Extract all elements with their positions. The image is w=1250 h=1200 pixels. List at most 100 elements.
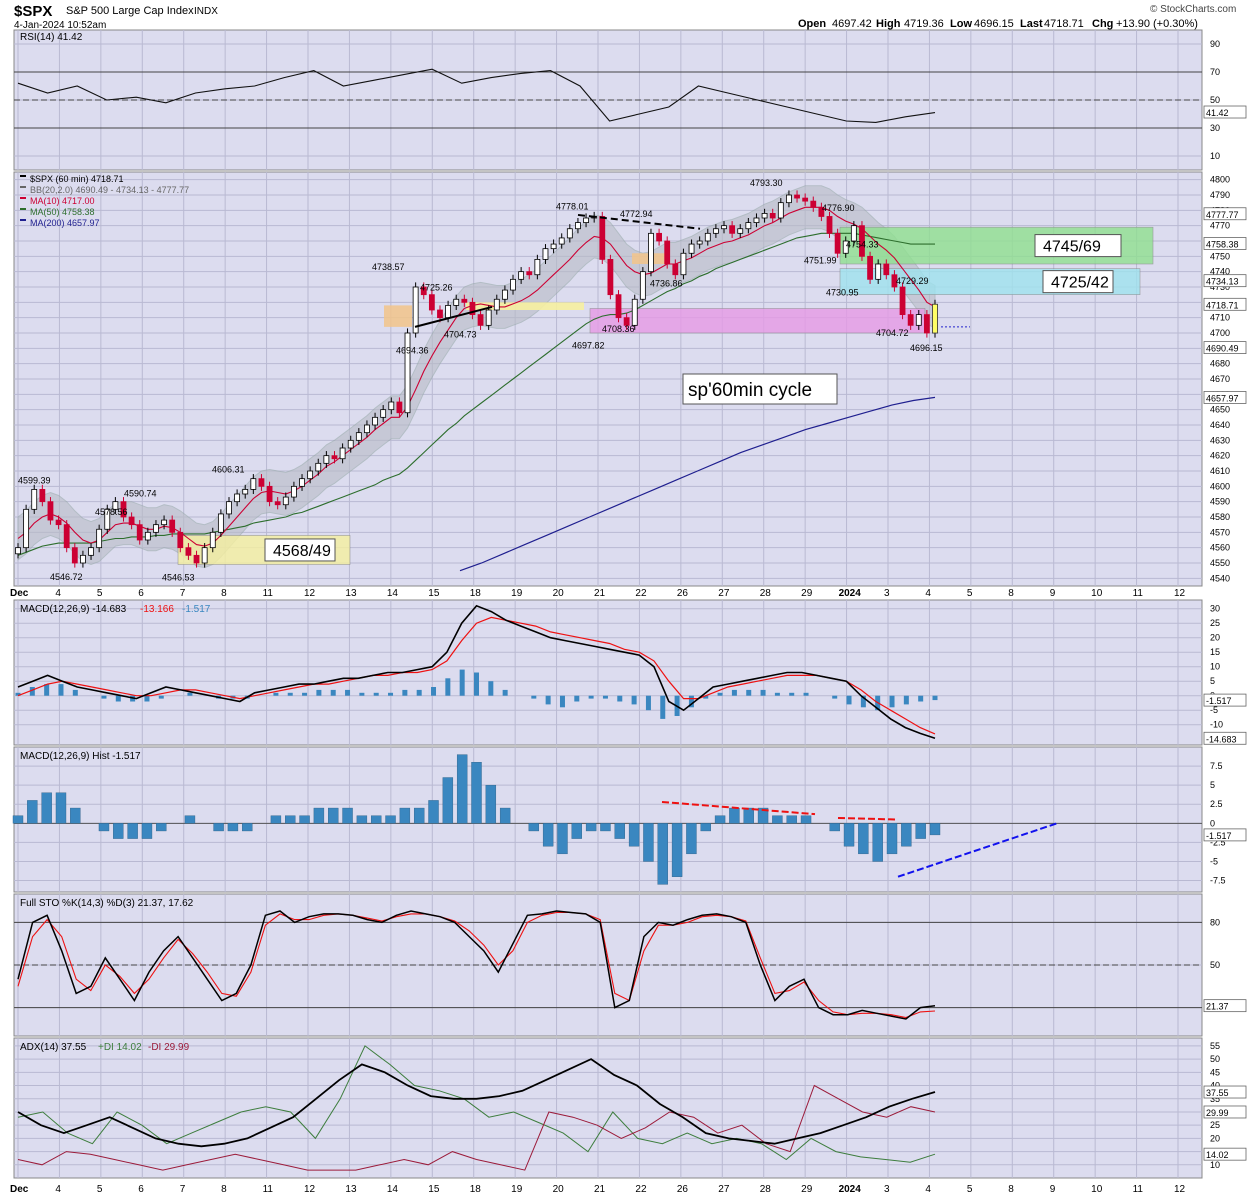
x-tick-label: 18	[470, 1184, 482, 1195]
candle-body	[688, 243, 695, 254]
candle-body	[266, 485, 273, 503]
macd-bar	[316, 689, 322, 696]
candle-body	[485, 309, 492, 326]
macd-bar	[416, 689, 422, 696]
candle	[315, 458, 322, 476]
candle-body	[144, 531, 151, 541]
macd-bar	[903, 695, 909, 705]
macd-bar	[502, 689, 508, 696]
candle	[607, 254, 614, 300]
panel-frame	[13, 746, 1203, 893]
plus-di-legend: +DI 14.02	[98, 1042, 142, 1053]
candle-body	[388, 401, 395, 411]
high-label: High	[876, 18, 901, 30]
hist-bar	[843, 823, 855, 847]
candle	[144, 527, 151, 545]
last-value: 4718.71	[1044, 18, 1084, 30]
low-value: 4696.15	[974, 18, 1014, 30]
y-tick-label: -5	[1210, 856, 1218, 866]
macd-last: -14.683	[1206, 734, 1237, 744]
legend-swatch	[20, 208, 26, 210]
candle-body	[526, 271, 533, 276]
x-tick-label: 4	[55, 588, 61, 599]
price-annotation: 4708.36	[602, 324, 635, 334]
candle	[631, 294, 638, 330]
yellow-strip	[466, 302, 584, 310]
y-tick-label: 50	[1210, 1054, 1220, 1064]
candle	[777, 198, 784, 223]
candle-body	[169, 519, 176, 533]
hist-bar	[872, 823, 883, 862]
price-annotation: 4694.36	[396, 346, 429, 356]
candle-body	[639, 271, 646, 300]
candle-body	[291, 485, 297, 498]
chg-value: +13.90 (+0.30%)	[1116, 18, 1198, 30]
candle-body	[842, 240, 849, 254]
candle	[15, 543, 21, 559]
candle	[518, 267, 525, 284]
y-tick-label: 10	[1210, 1160, 1220, 1170]
x-tick-label: 6	[138, 1184, 144, 1195]
symbol: $SPX	[14, 3, 52, 20]
hist-bar	[671, 823, 683, 877]
candle	[80, 550, 86, 568]
x-tick-label: 26	[677, 1184, 689, 1195]
hist-bar	[743, 807, 754, 824]
candle	[112, 497, 119, 514]
y-tick-label: 5	[1210, 676, 1215, 686]
y-tick-label: 35	[1210, 1094, 1220, 1104]
hist-bar	[98, 823, 110, 832]
x-tick-label: 5	[967, 588, 973, 599]
x-tick-label: 8	[221, 1184, 227, 1195]
candle	[266, 481, 273, 507]
price-annotation: 4736.86	[650, 278, 683, 288]
candle-body	[558, 237, 565, 245]
chg-label: Chg	[1092, 18, 1113, 30]
macd-bar	[588, 695, 594, 699]
datetime: 4-Jan-2024 10:52am	[14, 20, 106, 31]
candle-body	[915, 314, 922, 326]
candle	[71, 543, 78, 568]
zone-label-box	[1034, 234, 1122, 258]
candle	[161, 515, 167, 530]
x-tick-label: 27	[718, 1184, 730, 1195]
hist-legend: MACD(12,26,9) Hist -1.517	[20, 751, 141, 762]
x-tick-label: 3	[884, 588, 890, 599]
candle-body	[234, 493, 241, 503]
candle-body	[372, 416, 378, 426]
y-tick-label: 4610	[1210, 466, 1230, 476]
candle	[656, 228, 662, 246]
candle	[63, 520, 70, 553]
candle	[412, 282, 419, 338]
y-tick-label: 25	[1210, 618, 1220, 628]
x-tick-label: 19	[511, 588, 523, 599]
y-tick-label: 90	[1210, 39, 1220, 49]
price-annotation: 4772.94	[620, 209, 653, 219]
candle	[696, 236, 703, 249]
sto-k-line	[17, 910, 936, 1020]
candle-body	[39, 488, 46, 503]
y-tick-label: 4540	[1210, 573, 1230, 583]
candle	[712, 224, 719, 238]
macd-bar	[474, 672, 479, 696]
macd-bar	[44, 684, 50, 696]
hist-last: -1.517	[1206, 831, 1232, 841]
panel-sto: 205080Full STO %K(14,3) %D(3) 21.37, 17.…	[13, 893, 1247, 1037]
macd-bar	[15, 692, 21, 696]
macd-signal-legend: -13.166	[140, 604, 174, 615]
candle	[875, 259, 882, 284]
macd-bar	[889, 695, 895, 708]
y-tick-label: 4680	[1210, 359, 1230, 369]
x-tick-label: 2024	[839, 588, 862, 599]
hist-bar	[342, 807, 353, 824]
y-tick-label: 4590	[1210, 497, 1230, 507]
price-annotation: 4725.26	[420, 282, 453, 292]
panel-macd_hist: -7.5 -5 -2.5 0 2.5 5 7.5 MACD(12,26,9) Hist -1.…	[12, 746, 1247, 893]
hist-bar	[328, 807, 339, 824]
candle	[542, 244, 549, 264]
y-tick-label: 4550	[1210, 558, 1230, 568]
hist-bar	[499, 807, 511, 824]
candle-body	[63, 524, 70, 549]
zone-2	[589, 308, 926, 334]
candle	[583, 213, 589, 228]
